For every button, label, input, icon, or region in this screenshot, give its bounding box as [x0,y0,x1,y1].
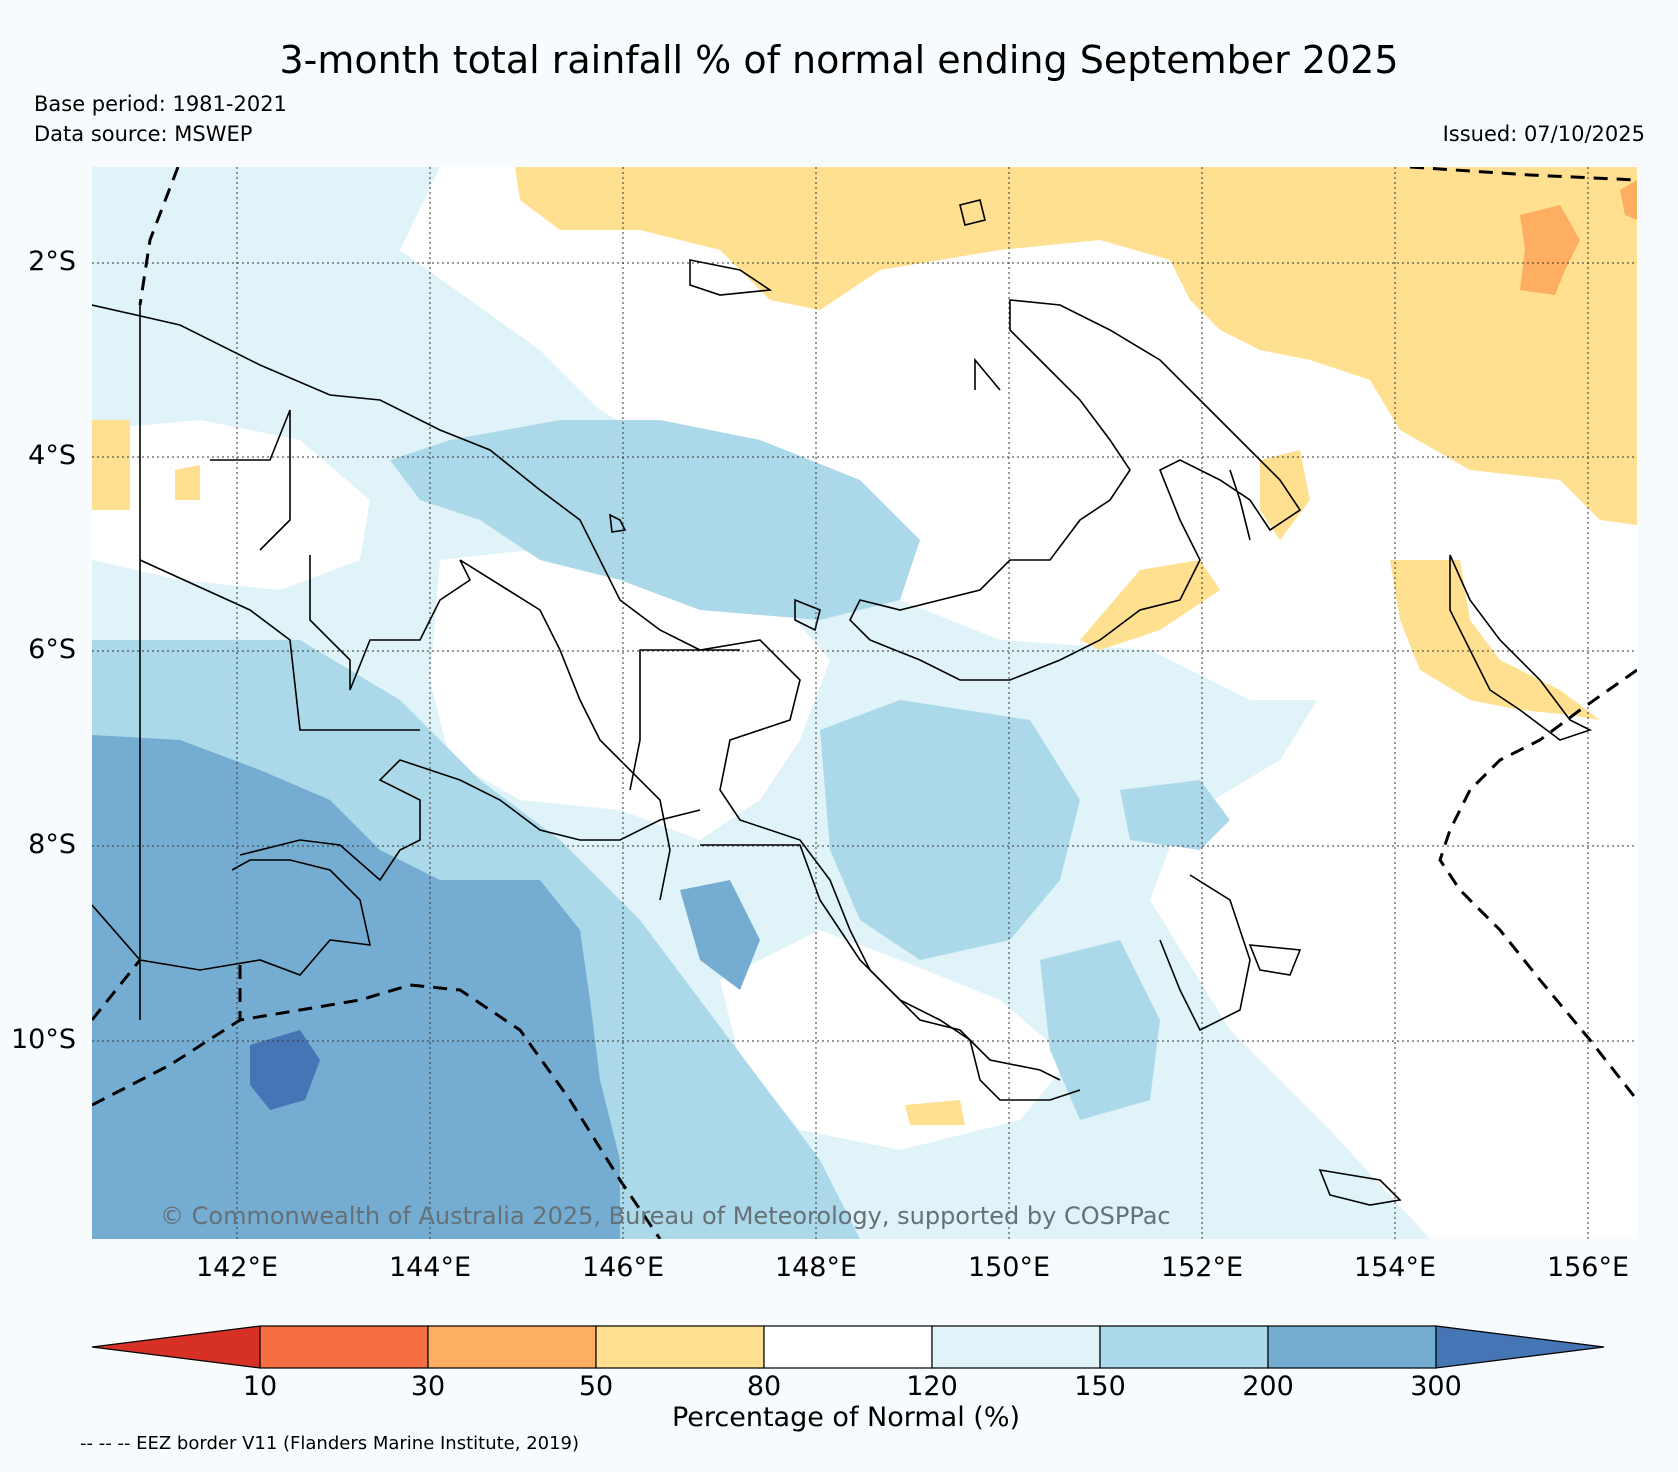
copyright-notice: © Commonwealth of Australia 2025, Bureau… [160,1202,1171,1230]
lat-label: 4°S [28,440,76,471]
colorbar-tick: 200 [1242,1371,1294,1402]
colorbar-tick: 80 [746,1371,782,1402]
colorbar-80-120 [763,1325,933,1369]
eez-border [92,167,1637,1239]
lon-label: 150°E [967,1252,1051,1283]
colorbar-150-200 [1099,1325,1269,1369]
band-50-80-newbritain [1080,560,1220,650]
colorbar-under-10 [91,1325,261,1369]
issued-date: Issued: 07/10/2025 [1442,122,1645,146]
band-200-300-gulf [680,880,760,990]
colorbar-tick: 30 [410,1371,446,1402]
colorbar [91,1325,1605,1369]
lon-label: 142°E [195,1252,279,1283]
coastline [92,199,1593,1206]
colorbar-label: Percentage of Normal (%) [671,1402,1021,1433]
band-over-300 [250,1030,320,1110]
colorbar-tick: 120 [906,1371,958,1402]
band-50-80-small [905,1100,965,1125]
lat-label: 2°S [28,246,76,277]
colorbar-200-300 [1267,1325,1437,1369]
colorbar-tick: 300 [1410,1371,1462,1402]
colorbar-120-150 [931,1325,1101,1369]
base-period: Base period: 1981-2021 [34,92,287,116]
lon-label: 144°E [388,1252,472,1283]
data-source: Data source: MSWEP [34,122,253,146]
band-50-80-solomon [1390,560,1600,720]
colorbar-over-300 [1435,1325,1605,1369]
band-80-120-center [430,540,830,840]
band-150-200-center [390,420,920,620]
colorbar-50-80 [595,1325,765,1369]
band-150-200-sea [820,700,1080,960]
colorbar-tick: 150 [1074,1371,1126,1402]
lon-label: 156°E [1546,1252,1630,1283]
lon-label: 154°E [1353,1252,1437,1283]
band-80-120-west [92,420,370,590]
colorbar-tick: 10 [242,1371,278,1402]
band-200-300-southwest [92,735,620,1239]
eez-legend-note: -- -- -- EEZ border V11 (Flanders Marine… [80,1433,580,1454]
lat-label: 10°S [11,1024,76,1055]
band-30-50-ne [1520,205,1580,295]
graticule [92,167,1637,1239]
band-150-200-milne [1040,940,1160,1120]
lon-label: 148°E [774,1252,858,1283]
map-title: 3-month total rainfall % of normal endin… [279,38,1399,82]
lat-label: 8°S [28,829,76,860]
band-50-80-north [515,167,1637,525]
colorbar-10-30 [259,1325,429,1369]
lon-label: 152°E [1160,1252,1244,1283]
band-30-50-ne2 [1620,180,1637,220]
band-50-80-west1 [92,420,130,510]
lat-label: 6°S [28,634,76,665]
lon-label: 146°E [581,1252,665,1283]
colorbar-30-50 [427,1325,597,1369]
band-80-120-south [720,930,1070,1150]
band-50-80-west2 [175,465,200,500]
colorbar-tick: 50 [578,1371,614,1402]
